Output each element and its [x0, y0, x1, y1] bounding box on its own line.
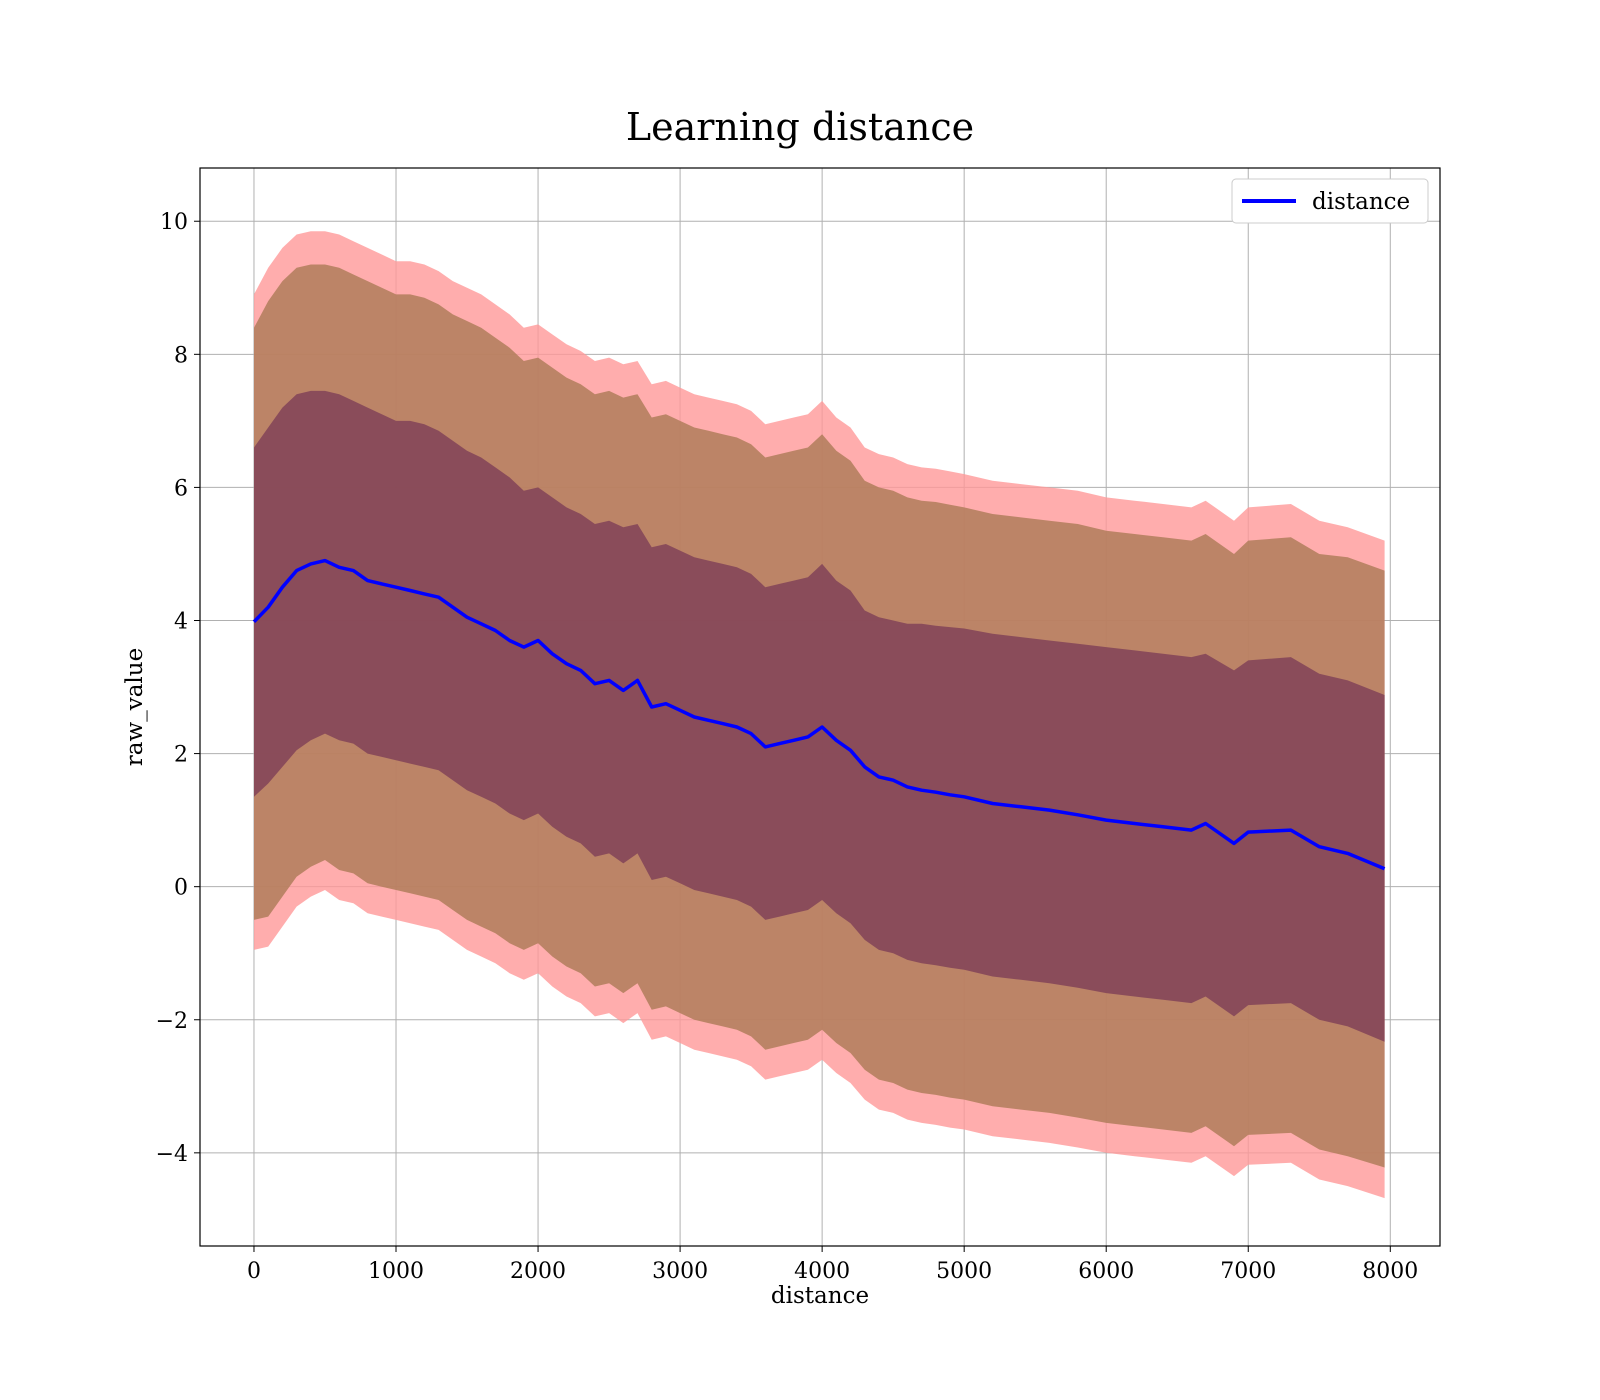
x-tick-label: 1000 [368, 1259, 424, 1284]
x-axis-label: distance [771, 1283, 869, 1309]
y-tick-label: 0 [174, 876, 188, 901]
y-tick-label: 4 [174, 609, 188, 634]
x-tick-label: 8000 [1362, 1259, 1418, 1284]
x-axis-ticks: 0 1000 2000 3000 4000 5000 6000 7000 8000 [247, 1246, 1418, 1284]
legend-label-distance: distance [1312, 189, 1410, 215]
y-tick-label: −2 [156, 1009, 188, 1034]
x-tick-label: 2000 [510, 1259, 566, 1284]
series [252, 558, 1386, 871]
x-tick-label: 3000 [652, 1259, 708, 1284]
x-tick-label: 7000 [1220, 1259, 1276, 1284]
x-tick-label: 6000 [1078, 1259, 1134, 1284]
x-tick-label: 5000 [936, 1259, 992, 1284]
y-tick-label: 2 [174, 743, 188, 768]
x-tick-label: 0 [247, 1259, 261, 1284]
y-tick-label: 8 [174, 343, 188, 368]
legend: distance [1231, 178, 1429, 224]
y-tick-label: −4 [156, 1142, 188, 1167]
inner-band [254, 390, 1385, 1042]
series-line-distance [252, 558, 1386, 871]
bands [254, 231, 1385, 1199]
y-axis-label: raw_value [122, 648, 148, 766]
chart-title: Learning distance [626, 105, 974, 149]
plot-frame [199, 167, 1441, 1247]
y-tick-label: 6 [174, 476, 188, 501]
x-tick-label: 4000 [794, 1259, 850, 1284]
y-tick-label: 10 [160, 210, 188, 235]
legend-box [1231, 178, 1429, 224]
y-axis-ticks: −4 −2 0 2 4 6 8 10 [156, 210, 200, 1167]
